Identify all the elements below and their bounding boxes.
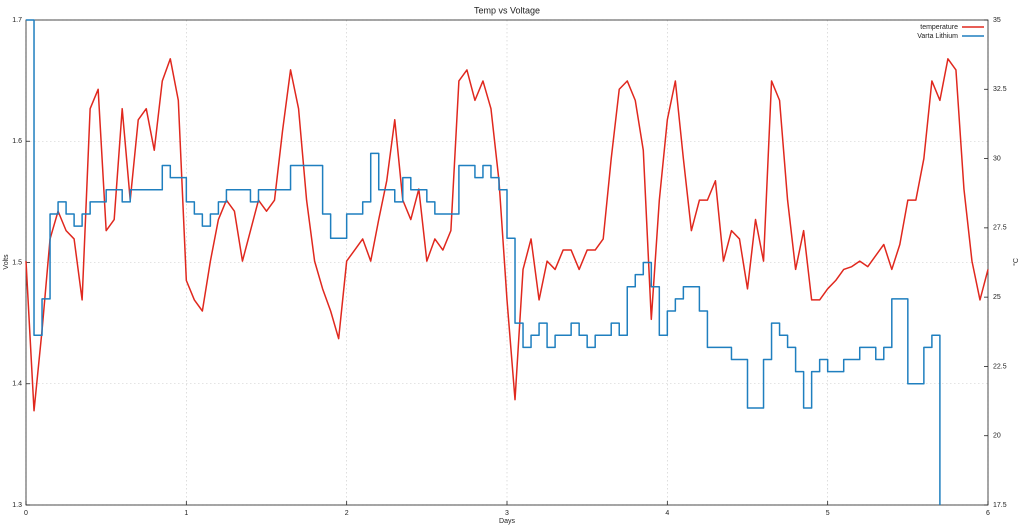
legend-label: Varta Lithium xyxy=(917,33,958,40)
x-tick-label: 5 xyxy=(826,510,830,517)
y2-tick-label: 30 xyxy=(993,155,1001,162)
x-tick-label: 6 xyxy=(986,510,990,517)
chart-title: Temp vs Voltage xyxy=(474,5,540,15)
y2-tick-label: 25 xyxy=(993,294,1001,301)
legend-label: temperature xyxy=(920,24,958,31)
x-axis-label: Days xyxy=(499,518,515,525)
y-tick-label: 1.7 xyxy=(12,17,22,24)
x-tick-label: 2 xyxy=(345,510,349,517)
y-tick-label: 1.6 xyxy=(12,138,22,145)
y2-axis-label: °C xyxy=(1012,258,1020,266)
series-line xyxy=(25,58,989,412)
y-axis-label: Volts xyxy=(3,254,10,270)
y2-tick-label: 22.5 xyxy=(993,363,1007,370)
x-tick-label: 1 xyxy=(184,510,188,517)
y2-tick-label: 27.5 xyxy=(993,225,1007,232)
y2-tick-label: 35 xyxy=(993,17,1001,24)
y-tick-label: 1.5 xyxy=(12,259,22,266)
x-tick-label: 3 xyxy=(505,510,509,517)
x-tick-label: 4 xyxy=(665,510,669,517)
x-tick-label: 0 xyxy=(24,510,28,517)
y2-tick-label: 17.5 xyxy=(993,502,1007,509)
y2-tick-label: 32.5 xyxy=(993,86,1007,93)
series-line xyxy=(26,19,941,505)
y2-tick-label: 20 xyxy=(993,433,1001,440)
y-tick-label: 1.4 xyxy=(12,381,22,388)
y-tick-label: 1.3 xyxy=(12,502,22,509)
